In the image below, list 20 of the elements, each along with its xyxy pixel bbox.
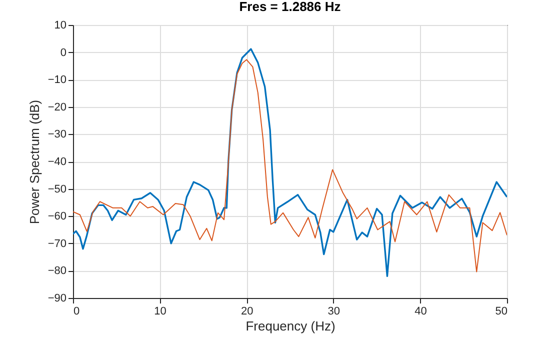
y-tick-label: −20 <box>48 101 66 114</box>
y-tick-label: −40 <box>48 156 66 168</box>
x-axis-title: Frequency (Hz) <box>246 318 336 334</box>
y-tick-label: −90 <box>48 292 66 304</box>
y-tick-label: 10 <box>54 20 66 32</box>
y-tick-label: −30 <box>48 128 66 141</box>
chart-title: Fres = 1.2886 Hz <box>239 0 342 14</box>
x-tick-label: 50 <box>495 306 508 318</box>
x-tick-label: 20 <box>240 306 254 318</box>
y-tick-label: −70 <box>48 238 66 250</box>
x-tick-label: 0 <box>74 306 80 318</box>
y-tick-label: −50 <box>48 183 66 196</box>
y-tick-label: 0 <box>60 46 66 59</box>
y-axis-title: Power Spectrum (dB) <box>26 100 42 224</box>
x-tick-label: 30 <box>328 306 340 318</box>
y-tick-label: −80 <box>48 265 66 278</box>
y-tick-label: −60 <box>48 210 66 223</box>
x-tick-label: 10 <box>154 306 166 318</box>
x-tick-label: 40 <box>414 306 427 318</box>
y-tick-label: −10 <box>48 74 66 86</box>
